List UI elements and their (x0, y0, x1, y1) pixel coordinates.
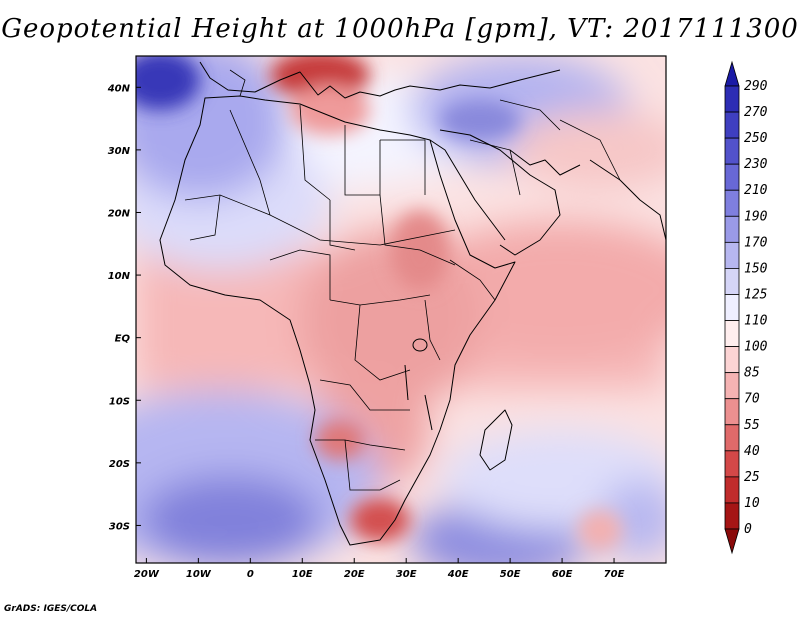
lon-tick-label: 10W (186, 569, 212, 580)
colorbar-bottom-arrow (724, 528, 740, 555)
africa-coastline (159, 95, 516, 546)
persian-gulf-coast (509, 149, 581, 176)
colorbar-segment (724, 502, 740, 530)
lon-tick-label: 40E (447, 569, 469, 580)
lat-tick-label: 20N (108, 208, 131, 219)
map-title: Geopotential Height at 1000hPa [gpm], VT… (1, 14, 799, 44)
colorbar-segment (724, 398, 740, 426)
colorbar-segment (724, 137, 740, 165)
red-sea-coast (429, 139, 506, 241)
lat-tick-label: 40N (107, 83, 131, 94)
colorbar-label: 85 (744, 366, 760, 381)
colorbar-label: 170 (744, 235, 768, 250)
colorbar-label: 150 (744, 261, 768, 276)
colorbar-segment (724, 294, 740, 321)
lon-tick-label: 50E (500, 569, 521, 580)
europe-coastline (199, 61, 561, 99)
lat-tick-label: 10N (108, 271, 131, 282)
arabia-coastline (439, 129, 561, 256)
colorbar-segment (724, 189, 740, 217)
colorbar: 2902702502302101901701501251101008570554… (724, 60, 768, 555)
country-borders (184, 69, 621, 491)
colorbar-label: 270 (744, 105, 768, 120)
grads-credit: GrADS: IGES/COLA (4, 604, 98, 614)
lon-tick-label: 30E (396, 569, 417, 580)
lon-tick-label: 60E (552, 569, 573, 580)
colorbar-segment (724, 268, 740, 295)
colorbar-label: 210 (744, 183, 768, 198)
lon-tick-label: 20W (134, 569, 160, 580)
lat-tick-label: 10S (109, 396, 130, 407)
india-coastline (589, 159, 666, 241)
colorbar-segment (724, 372, 740, 400)
colorbar-label: 0 (744, 522, 752, 537)
lat-tick-label: 20S (109, 459, 130, 470)
colorbar-label: 40 (744, 444, 760, 459)
colorbar-segment (724, 241, 740, 269)
colorbar-top-arrow (724, 60, 740, 87)
colorbar-segment (724, 424, 740, 452)
longitude-axis: 20W 10W 0 10E 20E 30E 40E 50E 60E 70E (134, 558, 625, 580)
colorbar-segment (724, 215, 740, 243)
colorbar-label: 10 (744, 496, 760, 511)
coastlines (159, 61, 666, 546)
lon-tick-label: 0 (247, 569, 254, 580)
latitude-axis: 40N 30N 20N 10N EQ 10S 20S 30S (107, 83, 141, 532)
lon-tick-label: 20E (344, 569, 365, 580)
map-frame (135, 55, 667, 564)
colorbar-segment (724, 450, 740, 478)
colorbar-segment (724, 85, 740, 113)
colorbar-segment (724, 111, 740, 139)
field-extremes (136, 56, 622, 550)
map-field (136, 56, 666, 563)
colorbar-label: 55 (744, 418, 760, 433)
colorbar-label: 70 (744, 392, 760, 407)
colorbar-label: 100 (744, 340, 768, 355)
colorbar-label: 190 (744, 209, 768, 224)
lon-tick-label: 10E (292, 569, 313, 580)
colorbar-label: 290 (744, 79, 768, 94)
colorbar-label: 125 (744, 287, 768, 302)
madagascar-coastline (479, 409, 513, 471)
lat-tick-label: 30N (108, 146, 131, 157)
colorbar-segment (724, 476, 740, 504)
colorbar-segment (724, 320, 740, 347)
colorbar-segment (724, 346, 740, 374)
lon-tick-label: 70E (604, 569, 625, 580)
colorbar-label: 25 (744, 470, 760, 485)
lat-tick-label: 30S (109, 521, 130, 532)
colorbar-label: 110 (744, 314, 768, 329)
colorbar-label: 230 (744, 157, 768, 172)
colorbar-segment (724, 163, 740, 191)
lat-tick-label: EQ (115, 334, 131, 345)
lakes (404, 338, 433, 431)
colorbar-label: 250 (744, 131, 768, 146)
